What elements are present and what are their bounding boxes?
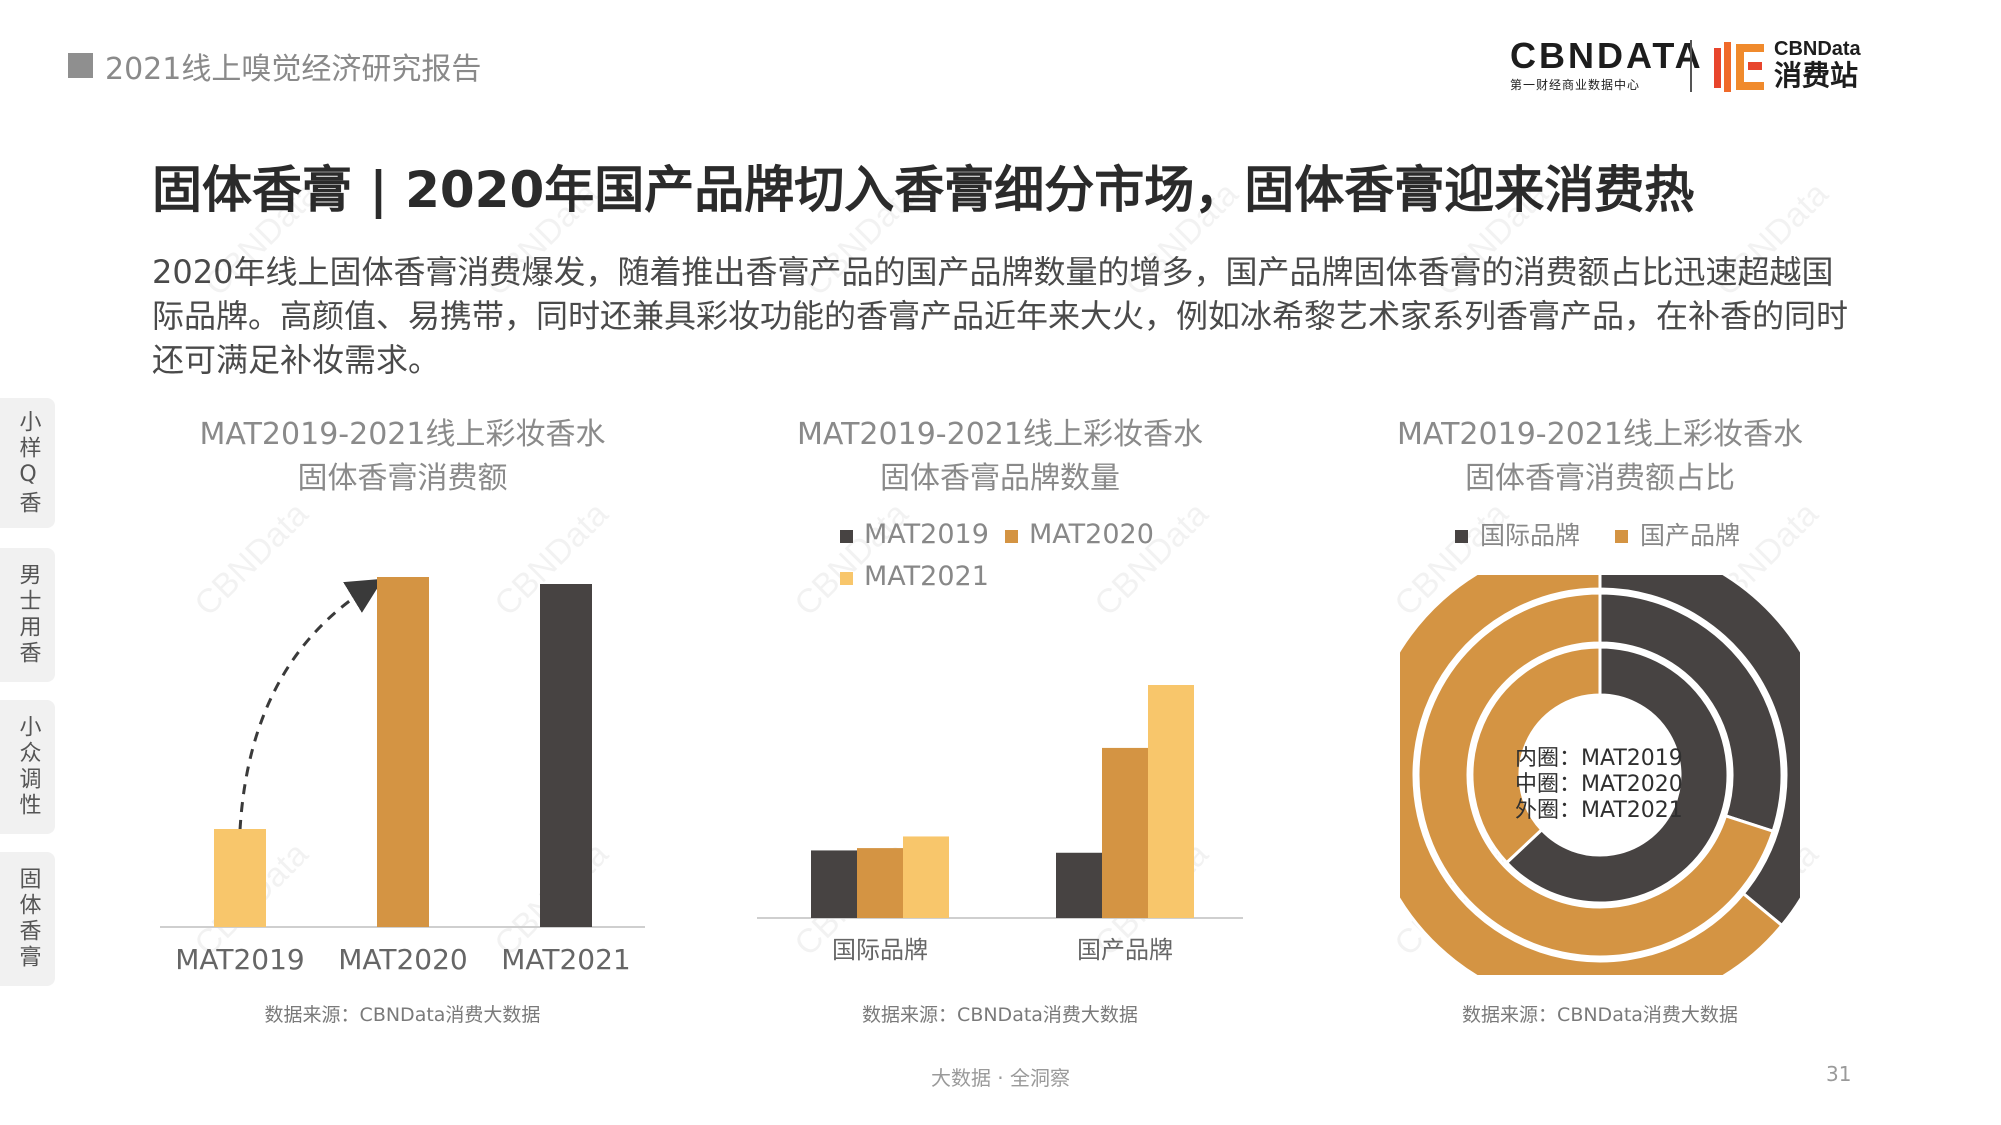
chart1-bar [540,584,592,927]
chart1-source: 数据来源：CBNData消费大数据 [264,1004,541,1026]
consumer-station-logo-icon [1712,38,1770,100]
chart3-ring-label: 内圈：MAT2019 [1515,746,1683,771]
chart3-source: 数据来源：CBNData消费大数据 [1462,1004,1738,1026]
consumer-station-logo-text: CBNData 消费站 [1774,38,1861,92]
chart2-legend: MAT2019 MAT2020 MAT2021 [840,518,1200,602]
chart2-brand-count-bar-chart: 国际品牌 国产品牌 [757,685,1243,964]
chart2-bar [811,850,857,918]
chart1-consumption-bar-chart: MAT2019 MAT2020 MAT2021 [160,577,645,976]
chart2-legend-label: MAT2021 [864,561,989,592]
chart2-legend-label: MAT2019 [864,519,989,550]
chart1-bar [377,577,429,927]
chart1-title: MAT2019-2021线上彩妆香水 固体香膏消费额 [100,413,705,501]
chart1-x-tick-label: MAT2019 [175,943,305,976]
chart2-bar [1056,852,1102,918]
chart3-title: MAT2019-2021线上彩妆香水 固体香膏消费额占比 [1300,413,1900,501]
report-title: 2021线上嗅觉经济研究报告 [105,52,482,87]
chart3-legend-label: 国际品牌 [1480,521,1580,550]
cbndata-logo: CBNDATA 第一财经商业数据中心 [1510,35,1704,93]
chart3-slice-international [1598,591,1784,834]
chart2-bar [1102,747,1148,918]
chart3-ring-label: 中圈：MAT2020 [1515,772,1683,797]
chart2-bar [903,836,949,918]
chart3-ring-label: 外圈：MAT2021 [1515,798,1683,823]
chart1-bar [214,829,266,927]
chart3-slice-domestic [1400,575,1784,975]
side-tab-niche-scent[interactable]: 小众调性 [0,700,55,834]
footer-slogan: 大数据 · 全洞察 [930,1066,1071,1090]
chart3-slice-domestic [1470,645,1602,865]
chart2-bar [1148,685,1194,918]
cbndata-logo-subtext: 第一财经商业数据中心 [1510,78,1641,92]
chart3-slice-domestic [1416,591,1775,959]
chart2-source: 数据来源：CBNData消费大数据 [862,1004,1138,1026]
side-tab-mens-fragrance[interactable]: 男士用香 [0,548,55,682]
chart1-x-tick-label: MAT2021 [501,943,631,976]
chart3-legend-swatch [1615,530,1628,543]
chart1-title-line2: 固体香膏消费额 [297,461,508,496]
chart2-x-tick-label: 国产品牌 [1077,936,1173,964]
chart2-legend-swatch [840,530,853,543]
growth-trend-arrow [238,578,384,831]
header-square-icon [68,53,93,78]
chart3-title-line2: 固体香膏消费额占比 [1465,461,1735,496]
chart2-bar [857,848,903,918]
chart2-legend-swatch [840,572,853,585]
side-tab-sample-fragrance[interactable]: 小样Q香 [0,398,55,528]
chart2-title: MAT2019-2021线上彩妆香水 固体香膏品牌数量 [700,413,1300,501]
logo-divider [1690,40,1692,92]
summary-paragraph: 2020年线上固体香膏消费爆发，随着推出香膏产品的国产品牌数量的增多，国产品牌固… [152,253,1849,379]
consumer-station-logo-line2: 消费站 [1774,59,1859,92]
consumer-station-logo-line1: CBNData [1774,38,1861,60]
page-heading: 固体香膏 | 2020年国产品牌切入香膏细分市场，固体香膏迎来消费热 [152,161,1695,219]
chart1-title-line1: MAT2019-2021线上彩妆香水 [199,417,606,452]
chart3-legend-label: 国产品牌 [1640,521,1740,550]
chart3-slice-international [1504,645,1730,905]
chart2-title-line2: 固体香膏品牌数量 [880,461,1120,496]
side-tab-solid-perfume[interactable]: 固体香膏 [0,852,55,986]
chart2-x-tick-label: 国际品牌 [832,936,928,964]
chart1-x-tick-label: MAT2020 [338,943,468,976]
chart2-legend-label: MAT2020 [1029,519,1154,550]
chart3-legend: 国际品牌 国产品牌 [1455,518,1775,562]
chart3-legend-swatch [1455,530,1468,543]
chart3-title-line1: MAT2019-2021线上彩妆香水 [1397,417,1803,452]
chart2-title-line1: MAT2019-2021线上彩妆香水 [797,417,1203,452]
page-number: 31 [1826,1062,1852,1086]
chart2-legend-swatch [1005,530,1018,543]
cbndata-logo-text: CBNDATA [1510,35,1704,76]
